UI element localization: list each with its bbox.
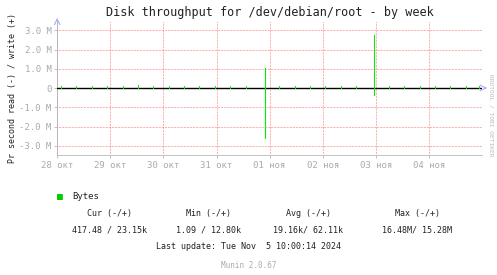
Text: 16.48M/ 15.28M: 16.48M/ 15.28M [383, 226, 452, 234]
Text: Max (-/+): Max (-/+) [395, 209, 440, 218]
Title: Disk throughput for /dev/debian/root - by week: Disk throughput for /dev/debian/root - b… [106, 6, 433, 20]
Text: 417.48 / 23.15k: 417.48 / 23.15k [72, 226, 147, 234]
Text: Cur (-/+): Cur (-/+) [87, 209, 132, 218]
Text: Last update: Tue Nov  5 10:00:14 2024: Last update: Tue Nov 5 10:00:14 2024 [156, 242, 341, 251]
Text: RRDTOOL / TOBI OETIKER: RRDTOOL / TOBI OETIKER [489, 74, 494, 157]
Text: Avg (-/+): Avg (-/+) [286, 209, 331, 218]
Text: ■: ■ [57, 192, 63, 202]
Text: 19.16k/ 62.11k: 19.16k/ 62.11k [273, 226, 343, 234]
Y-axis label: Pr second read (-) / write (+): Pr second read (-) / write (+) [7, 13, 16, 163]
Text: Bytes: Bytes [72, 192, 99, 201]
Text: Munin 2.0.67: Munin 2.0.67 [221, 261, 276, 270]
Text: 1.09 / 12.80k: 1.09 / 12.80k [176, 226, 241, 234]
Text: Min (-/+): Min (-/+) [186, 209, 231, 218]
